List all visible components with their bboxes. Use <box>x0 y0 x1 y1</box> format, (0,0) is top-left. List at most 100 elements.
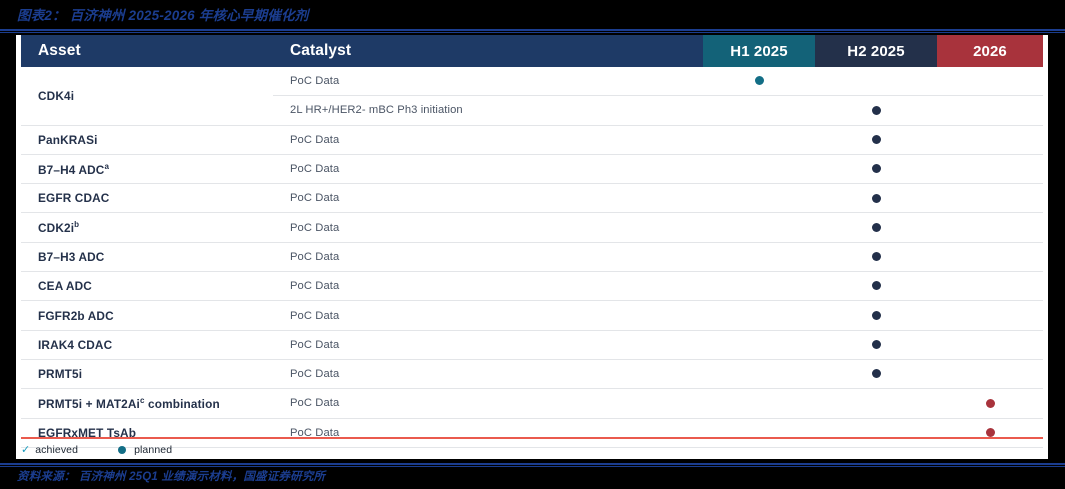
table-row: CEA ADC PoC Data <box>21 271 1043 302</box>
planned-dot-icon <box>118 446 127 454</box>
milestone-cell-h2-2025 <box>815 95 937 126</box>
asset-cell: PanKRASi <box>21 125 273 155</box>
milestone-cell-h1-2025 <box>703 271 815 302</box>
milestone-cell-h2-2025 <box>815 330 937 360</box>
milestone-cell-h2-2025 <box>815 154 937 185</box>
milestone-cell-h1-2025 <box>703 418 815 448</box>
milestone-cell-h1-2025 <box>703 154 815 185</box>
planned-dot-icon <box>871 369 881 379</box>
footer-divider <box>0 463 1065 465</box>
asset-footnote-marker: b <box>74 220 80 230</box>
milestone-cell-h1-2025 <box>703 95 815 126</box>
milestone-cell-2026 <box>937 271 1043 302</box>
catalyst-cell: PoC Data <box>273 67 703 97</box>
milestone-cell-2026 <box>937 418 1043 448</box>
milestone-cell-2026 <box>937 212 1043 243</box>
catalyst-cell: 2L HR+/HER2- mBC Ph3 initiation <box>273 95 703 126</box>
asset-footnote-marker: c <box>140 395 145 405</box>
footer-divider-secondary <box>0 466 1065 467</box>
table-row: B7–H4 ADCa PoC Data <box>21 154 1043 185</box>
asset-footnote-marker: a <box>104 161 110 171</box>
column-header-asset: Asset <box>21 35 273 67</box>
milestone-cell-h1-2025 <box>703 388 815 419</box>
milestone-cell-2026 <box>937 67 1043 97</box>
table-row: PanKRASi PoC Data <box>21 125 1043 155</box>
catalyst-cell: PoC Data <box>273 125 703 155</box>
table-row: CDK4i PoC Data <box>21 67 1043 126</box>
catalyst-cell: PoC Data <box>273 359 703 390</box>
legend-divider <box>21 437 1043 439</box>
catalyst-cell: PoC Data <box>273 388 703 419</box>
milestone-cell-h1-2025 <box>703 300 815 331</box>
table-row: PRMT5i PoC Data <box>21 359 1043 390</box>
milestone-cell-2026 <box>937 183 1043 214</box>
planned-dot-icon <box>871 281 881 291</box>
table-header: Asset Catalyst H1 2025 H2 2025 2026 <box>21 35 1043 67</box>
milestone-cell-h2-2025 <box>815 300 937 331</box>
title-divider-secondary <box>0 32 1065 33</box>
catalyst-cell: PoC Data <box>273 330 703 360</box>
asset-cell: B7–H4 ADCa <box>21 154 273 185</box>
planned-dot-icon <box>871 193 881 203</box>
milestone-cell-h2-2025 <box>815 183 937 214</box>
column-header-h1-2025: H1 2025 <box>703 35 815 67</box>
table-row: B7–H3 ADC PoC Data <box>21 242 1043 273</box>
milestone-cell-h1-2025 <box>703 125 815 155</box>
planned-dot-icon <box>871 340 881 350</box>
column-header-h2-2025: H2 2025 <box>815 35 937 67</box>
planned-dot-icon <box>871 222 881 232</box>
table-header-row: Asset Catalyst H1 2025 H2 2025 2026 <box>21 35 1043 67</box>
catalyst-table: Asset Catalyst H1 2025 H2 2025 2026 CDK4… <box>21 35 1043 448</box>
asset-cell: FGFR2b ADC <box>21 300 273 331</box>
milestone-cell-h2-2025 <box>815 242 937 273</box>
milestone-cell-2026 <box>937 125 1043 155</box>
table-row: CDK2ib PoC Data <box>21 212 1043 243</box>
planned-dot-icon <box>871 310 881 320</box>
milestone-cell-h2-2025 <box>815 359 937 390</box>
table-row: 2L HR+/HER2- mBC Ph3 initiation <box>21 95 1043 126</box>
title-divider <box>0 29 1065 31</box>
milestone-cell-h1-2025 <box>703 67 815 97</box>
milestone-cell-h1-2025 <box>703 212 815 243</box>
column-header-catalyst: Catalyst <box>273 35 703 67</box>
milestone-cell-h2-2025 <box>815 212 937 243</box>
asset-cell: PRMT5i <box>21 359 273 390</box>
planned-dot-icon <box>871 105 881 115</box>
asset-cell: CEA ADC <box>21 271 273 302</box>
milestone-cell-h2-2025 <box>815 418 937 448</box>
milestone-cell-h2-2025 <box>815 388 937 419</box>
legend-item-achieved: ✓ achieved <box>21 444 78 456</box>
catalyst-cell: PoC Data <box>273 212 703 243</box>
milestone-cell-h2-2025 <box>815 67 937 97</box>
asset-cell: PRMT5i + MAT2Aic combination <box>21 388 273 419</box>
table-row: EGFRxMET TsAb PoC Data <box>21 418 1043 448</box>
milestone-cell-2026 <box>937 330 1043 360</box>
milestone-cell-h1-2025 <box>703 242 815 273</box>
table-row: EGFR CDAC PoC Data <box>21 183 1043 214</box>
milestone-cell-h1-2025 <box>703 183 815 214</box>
milestone-cell-h2-2025 <box>815 125 937 155</box>
planned-dot-icon <box>871 252 881 262</box>
asset-cell: IRAK4 CDAC <box>21 330 273 360</box>
asset-cell: CDK4i <box>21 67 273 126</box>
asset-cell: B7–H3 ADC <box>21 242 273 273</box>
table-row: PRMT5i + MAT2Aic combination PoC Data <box>21 388 1043 419</box>
figure-title: 图表2： 百济神州 2025-2026 年核心早期催化剂 <box>17 8 309 23</box>
figure-card: Asset Catalyst H1 2025 H2 2025 2026 CDK4… <box>16 35 1048 459</box>
source-note: 资料来源： 百济神州 25Q1 业绩演示材料，国盛证券研究所 <box>17 471 326 483</box>
asset-cell: CDK2ib <box>21 212 273 243</box>
catalyst-cell: PoC Data <box>273 300 703 331</box>
legend-label-planned: planned <box>134 444 173 456</box>
planned-dot-icon <box>871 164 881 174</box>
milestone-cell-h1-2025 <box>703 359 815 390</box>
table-row: FGFR2b ADC PoC Data <box>21 300 1043 331</box>
catalyst-cell: PoC Data <box>273 154 703 185</box>
milestone-cell-2026 <box>937 300 1043 331</box>
milestone-cell-2026 <box>937 242 1043 273</box>
catalyst-cell: PoC Data <box>273 271 703 302</box>
planned-dot-icon <box>985 427 995 437</box>
planned-dot-icon <box>871 135 881 144</box>
catalyst-cell: PoC Data <box>273 242 703 273</box>
milestone-cell-2026 <box>937 359 1043 390</box>
asset-cell: EGFRxMET TsAb <box>21 418 273 448</box>
